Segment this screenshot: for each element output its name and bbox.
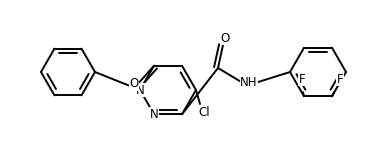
Text: O: O	[129, 77, 139, 90]
Text: NH: NH	[240, 76, 258, 89]
Text: N: N	[136, 83, 144, 97]
Text: O: O	[220, 31, 230, 45]
Text: F: F	[337, 73, 343, 86]
Text: F: F	[299, 73, 305, 86]
Text: Cl: Cl	[198, 106, 210, 118]
Text: N: N	[150, 108, 158, 121]
